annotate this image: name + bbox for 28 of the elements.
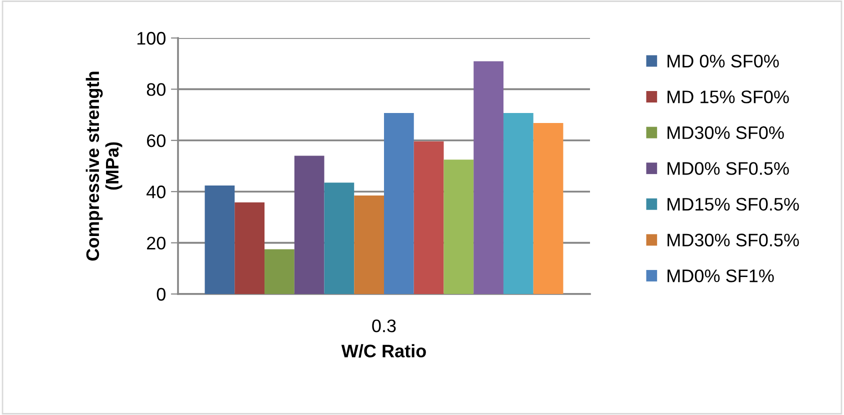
y-tick-label: 60 [147,134,166,148]
legend-label: MD 0% SF0% [668,54,779,68]
bar [444,160,474,294]
legend-label: MD0% SF0.5% [668,162,789,175]
legend-label: MD30% SF0% [668,126,784,140]
bar [354,195,384,294]
y-tick-label: 20 [147,236,166,250]
y-tick-label: 100 [137,32,166,45]
bar [294,156,324,294]
bar [503,113,534,294]
legend-label: MD 15% SF0% [668,90,789,104]
bar [204,185,235,294]
legend-label: MD15% SF0.5% [668,198,799,211]
legend-label: MD0% SF1% [668,269,774,282]
y-axis-title: Compressive strength (MPa) [86,72,122,261]
x-tick-label: 0.3 [372,319,396,332]
bar [234,202,265,294]
bar [324,182,354,294]
bar [264,249,294,294]
legend-label: MD30% SF0.5% [668,234,799,246]
y-tick-label: 0 [156,288,166,301]
bar [474,61,504,294]
y-tick-label: 40 [146,186,166,198]
y-tick-label: 80 [146,83,166,96]
bar [384,113,414,294]
bar [533,122,564,294]
x-axis-title: W/C Ratio [341,344,426,358]
bar [414,141,444,294]
